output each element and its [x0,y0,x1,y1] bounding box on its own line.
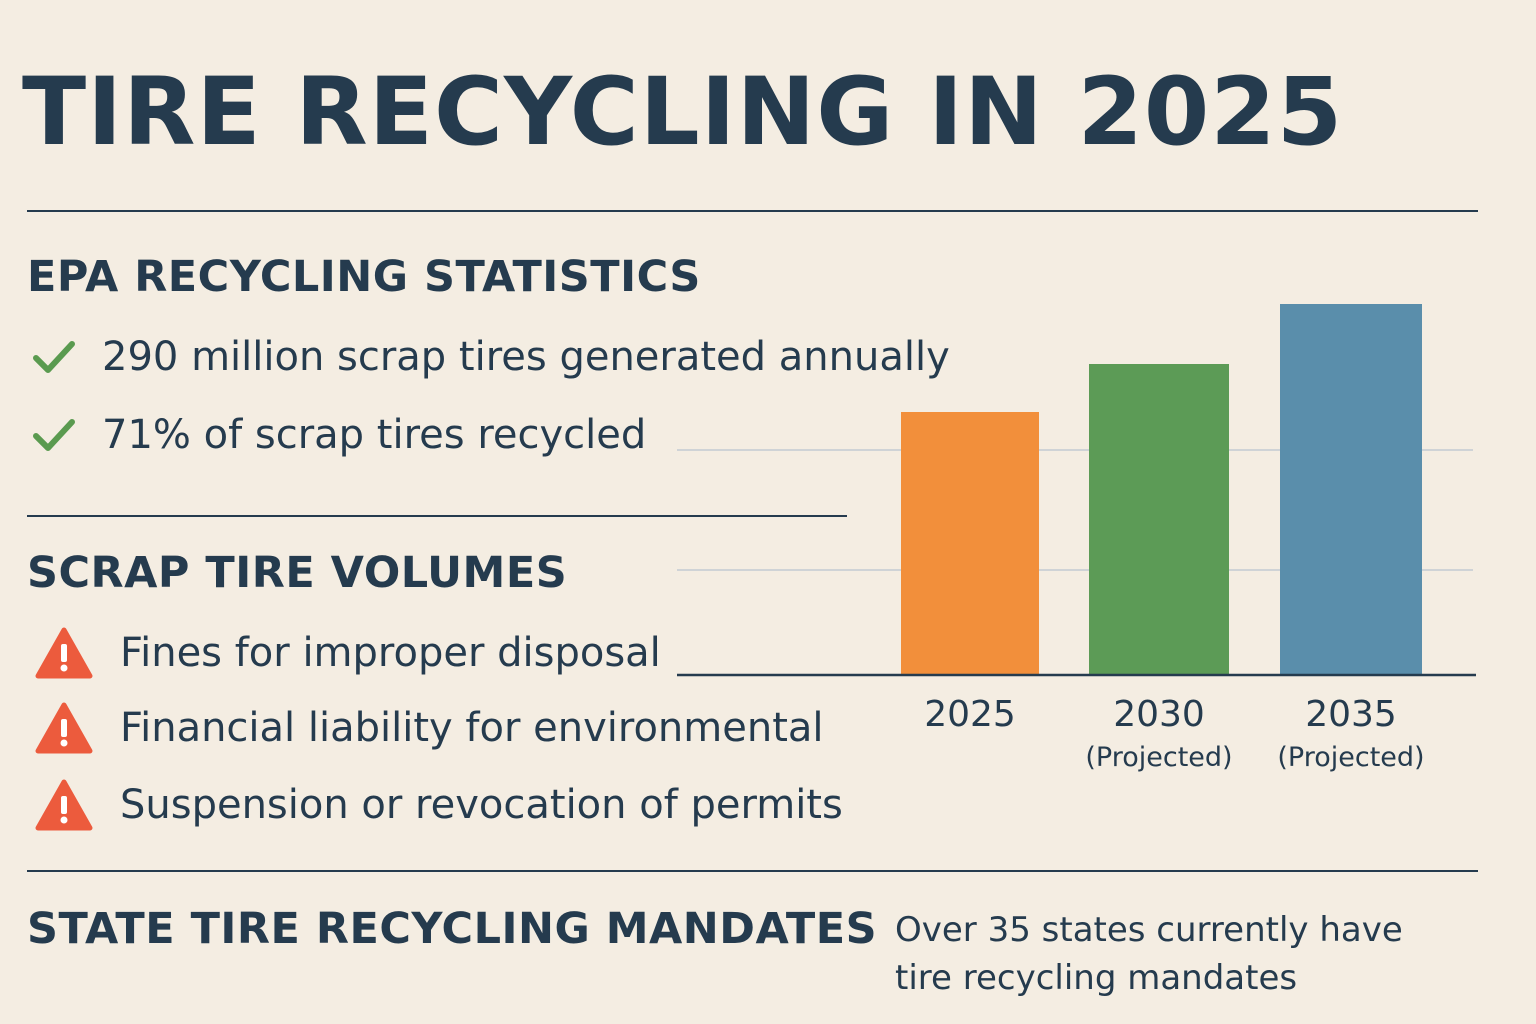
epa-stat-text: 71% of scrap tires recycled [102,412,647,458]
volume-warning-item: Fines for improper disposal [34,626,661,680]
mandates-note-line: Over 35 states currently have [895,910,1403,950]
epa-divider [27,515,847,517]
chart-category-sublabel: (Projected) [1277,742,1424,773]
mandates-note: Over 35 states currently have tire recyc… [895,906,1403,1002]
check-icon [32,335,76,379]
mandates-divider [27,870,1478,872]
chart-category-sublabel: (Projected) [1085,742,1232,773]
mandates-note-line: tire recycling mandates [895,958,1298,998]
warning-icon [34,626,94,680]
warning-icon [34,701,94,755]
mandates-heading: STATE TIRE RECYCLING MANDATES [27,904,878,954]
chart-bar-2035 [1280,304,1422,675]
epa-stat-item: 290 million scrap tires generated annual… [32,334,950,380]
chart-bar-2025 [901,412,1039,675]
epa-stat-item: 71% of scrap tires recycled [32,412,646,458]
title-divider [27,210,1478,212]
chart-category-label: 2035 [1305,694,1397,735]
volume-warning-text: Suspension or revocation of permits [120,782,843,828]
warning-icon [34,778,94,832]
check-icon [32,413,76,457]
volume-warning-item: Suspension or revocation of permits [34,778,843,832]
volume-warning-text: Fines for improper disposal [120,630,661,676]
volume-warning-text: Financial liability for environmental [120,705,824,751]
chart-category-label: 2025 [924,694,1016,735]
chart-category-label: 2030 [1113,694,1205,735]
page-title: TIRE RECYCLING IN 2025 [22,58,1344,167]
volume-warning-item: Financial liability for environmental [34,701,824,755]
volumes-heading: SCRAP TIRE VOLUMES [27,548,568,598]
chart-bar-2030 [1089,364,1229,675]
epa-stat-text: 290 million scrap tires generated annual… [102,334,950,380]
epa-heading: EPA RECYCLING STATISTICS [27,252,701,302]
